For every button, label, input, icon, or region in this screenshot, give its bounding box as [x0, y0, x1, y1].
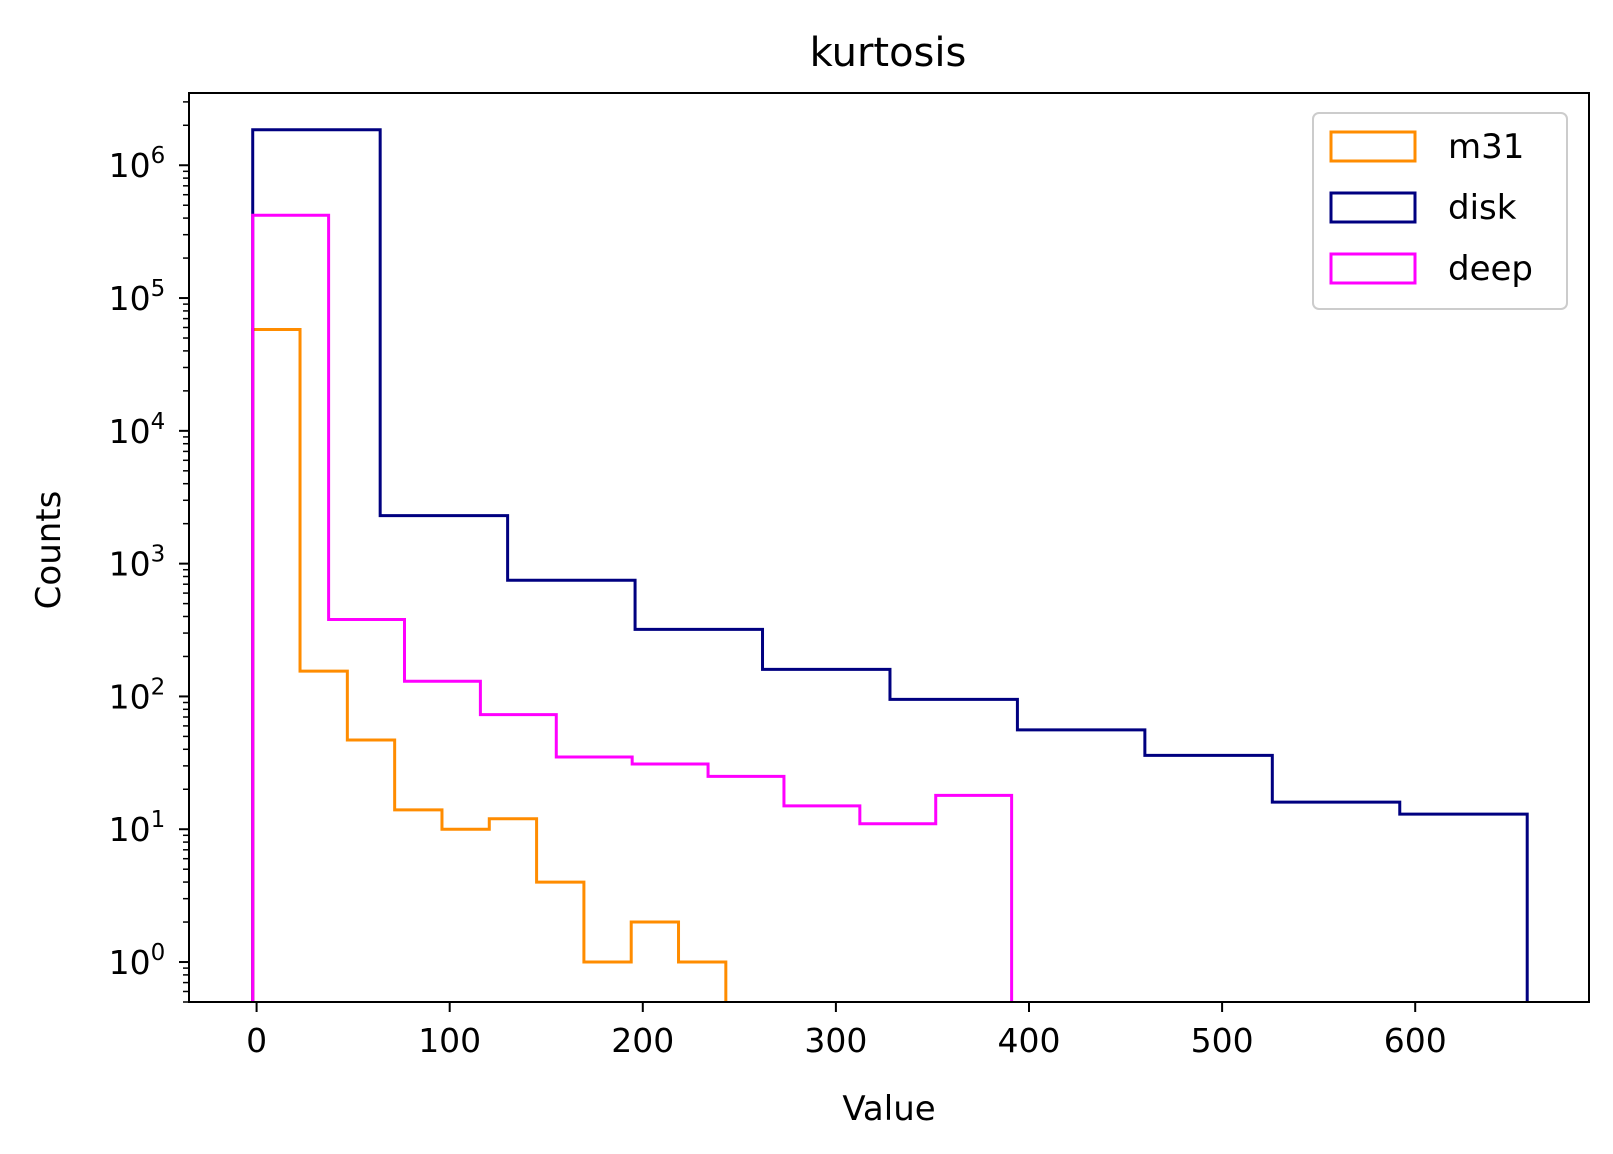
- x-tick-label: 300: [804, 1021, 867, 1060]
- y-axis-ticks: 100 101 102 103 104 105 106: [109, 101, 189, 1003]
- y-tick-label: 100: [109, 940, 166, 982]
- y-tick-label: 101: [109, 807, 166, 849]
- series-m31-step: [251, 327, 728, 1002]
- legend-swatch-disk: [1329, 191, 1417, 224]
- legend: m31 disk deep: [1312, 112, 1568, 310]
- legend-swatch-m31: [1329, 130, 1417, 163]
- y-tick-label: 105: [109, 276, 166, 318]
- legend-label-disk: disk: [1448, 188, 1517, 228]
- x-tick-label: 200: [611, 1021, 674, 1060]
- x-tick-label: 500: [1191, 1021, 1254, 1060]
- legend-swatch-deep: [1329, 252, 1417, 285]
- chart-title: kurtosis: [810, 30, 967, 76]
- x-tick-label: 100: [418, 1021, 481, 1060]
- x-tick-label: 0: [246, 1021, 267, 1060]
- y-axis-label: Counts: [29, 491, 69, 610]
- series-layer: [251, 128, 1529, 1002]
- y-tick-label: 106: [109, 143, 166, 185]
- y-tick-label: 102: [109, 674, 166, 716]
- series-deep-step: [251, 213, 1014, 1002]
- legend-items: m31 disk deep: [1329, 127, 1533, 289]
- series-disk-step: [251, 128, 1529, 1002]
- x-tick-label: 600: [1384, 1021, 1447, 1060]
- y-tick-label: 104: [109, 409, 166, 451]
- legend-label-deep: deep: [1448, 249, 1533, 289]
- x-axis-label: Value: [842, 1089, 935, 1129]
- plot-frame: [188, 92, 1590, 1003]
- legend-label-m31: m31: [1448, 127, 1524, 167]
- y-tick-label: 103: [109, 542, 166, 584]
- x-axis-ticks: 0 100 200 300 400 500 600: [246, 1002, 1447, 1060]
- x-tick-label: 400: [998, 1021, 1061, 1060]
